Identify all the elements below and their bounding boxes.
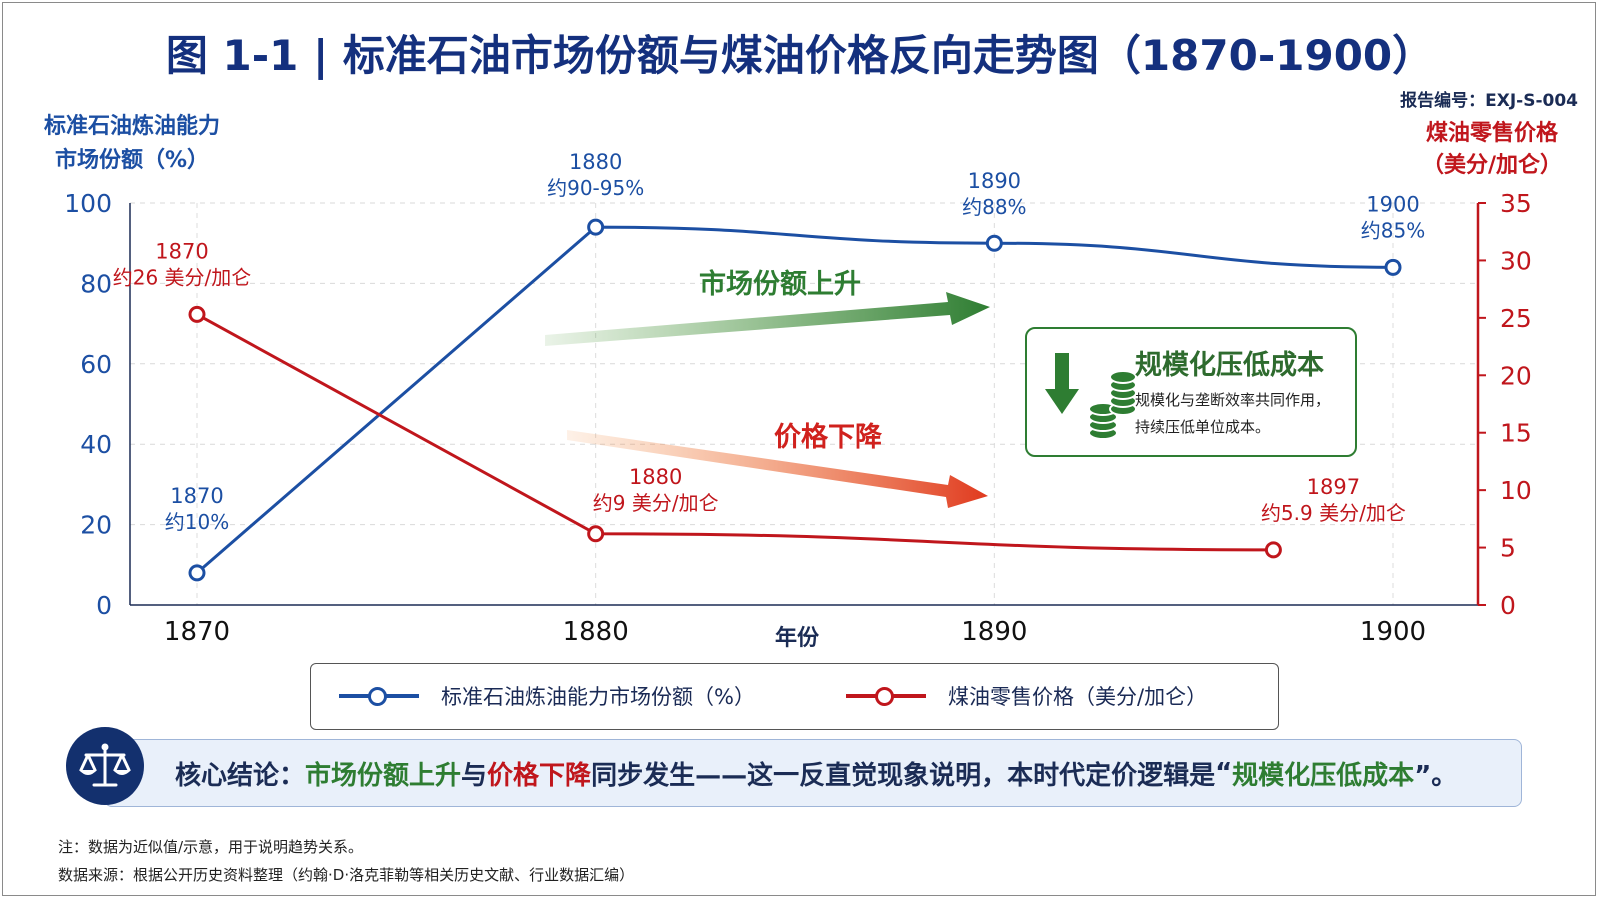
y-left-tick: 60 — [80, 350, 112, 379]
conclusion-rest: 同步发生——这一反直觉现象说明，本时代定价逻辑是 — [591, 760, 1216, 791]
note-text: 注：数据为近似值/示意，用于说明趋势关系。 — [58, 838, 364, 856]
y-right-tick: 25 — [1500, 304, 1532, 333]
share-data-label: 约88% — [962, 195, 1026, 219]
price-data-label: 约26 美分/加仑 — [113, 265, 252, 289]
y-right-label-line2: （美分/加仑） — [1421, 153, 1562, 178]
price-data-label: 1870 — [155, 239, 208, 263]
scales-icon — [79, 743, 131, 787]
callout-body: 规模化与垄断效率共同作用， 持续压低单位成本。 — [1135, 387, 1330, 441]
y-left-label-line1: 标准石油炼油能力 — [44, 114, 221, 139]
y-left-tick: 100 — [64, 189, 112, 218]
legend-item-share: 标准石油炼油能力市场份额（%） — [339, 664, 755, 728]
share-data-label: 约90-95% — [547, 176, 644, 200]
price-point — [188, 305, 206, 323]
conclusion-and: 与 — [461, 760, 488, 791]
trend-arrows: 市场份额上升 价格下降 — [545, 268, 990, 508]
data-series — [188, 218, 1402, 582]
arrow-down-coins-icon — [1045, 353, 1137, 440]
x-tick: 1890 — [961, 617, 1027, 647]
share-point — [1384, 258, 1402, 276]
y-right-tick: 0 — [1500, 591, 1516, 620]
down-trend-label: 价格下降 — [774, 422, 883, 453]
tick-labels: 0 20 40 60 80 100 1870 1880 1890 1900 0 5 10 15 20 25 30… — [64, 189, 1532, 647]
page-title: 图 1-1 | 标准石油市场份额与煤油价格反向走势图（1870-1900） — [165, 31, 1435, 80]
conclusion-text: 核心结论： 市场份额上升 与 价格下降 同步发生——这一反直觉现象说明，本时代定… — [175, 740, 1457, 806]
y-right-label-line1: 煤油零售价格 — [1425, 121, 1558, 146]
conclusion-share-up: 市场份额上升 — [305, 760, 462, 791]
conclusion-quote-close: ”。 — [1414, 760, 1458, 791]
report-id: 报告编号：EXJ-S-004 — [1400, 91, 1578, 111]
callout-title: 规模化压低成本 — [1135, 350, 1324, 381]
legend-label-price: 煤油零售价格（美分/加仑） — [948, 685, 1208, 709]
conclusion-badge — [66, 727, 144, 805]
y-right-tick: 15 — [1500, 419, 1532, 448]
y-left-label-line2: 市场份额（%） — [54, 148, 210, 173]
price-data-label: 1897 — [1307, 475, 1360, 499]
conclusion-quote: 规模化压低成本 — [1232, 760, 1415, 791]
y-left-tick: 20 — [80, 511, 112, 540]
y-left-tick: 40 — [80, 430, 112, 459]
price-point — [587, 525, 605, 543]
y-right-axis-label: 煤油零售价格 （美分/加仑） — [1422, 118, 1562, 182]
conclusion-lead: 核心结论： — [175, 760, 306, 791]
y-left-tick: 0 — [96, 591, 112, 620]
y-right-tick: 30 — [1500, 246, 1532, 275]
x-axis-label: 年份 — [775, 625, 820, 651]
y-right-tick: 20 — [1500, 361, 1532, 390]
share-data-label: 约85% — [1361, 218, 1425, 242]
price-data-label: 约5.9 美分/加仑 — [1261, 501, 1406, 525]
share-point — [188, 564, 206, 582]
conclusion-price-down: 价格下降 — [487, 760, 592, 791]
grid-lines — [130, 202, 1478, 605]
share-data-label: 约10% — [165, 510, 229, 534]
share-point — [985, 234, 1003, 252]
share-data-label: 1890 — [968, 169, 1021, 193]
scale-callout: 规模化压低成本 规模化与垄断效率共同作用， 持续压低单位成本。 — [1025, 327, 1357, 457]
price-point — [1264, 541, 1282, 559]
legend-swatch-price — [846, 685, 926, 707]
share-data-label: 1880 — [569, 150, 622, 174]
conclusion-quote-open: “ — [1215, 758, 1233, 788]
up-trend-label: 市场份额上升 — [699, 268, 861, 300]
x-tick: 1880 — [563, 617, 629, 647]
price-line — [196, 313, 1274, 552]
conclusion-box: 核心结论： 市场份额上升 与 价格下降 同步发生——这一反直觉现象说明，本时代定… — [104, 739, 1522, 807]
up-trend-arrow — [545, 292, 990, 346]
axes — [129, 202, 1486, 606]
source-text: 数据来源：根据公开历史资料整理（约翰·D·洛克菲勒等相关历史文献、行业数据汇编） — [58, 866, 635, 884]
x-tick: 1870 — [164, 617, 230, 647]
callout-line: 持续压低单位成本。 — [1135, 418, 1271, 436]
legend-item-price: 煤油零售价格（美分/加仑） — [846, 664, 1207, 728]
legend: 标准石油炼油能力市场份额（%） 煤油零售价格（美分/加仑） — [310, 663, 1279, 730]
y-right-tick: 5 — [1500, 534, 1516, 563]
price-data-label: 1880 — [629, 465, 682, 489]
legend-swatch-share — [339, 685, 419, 707]
line-chart: 0 20 40 60 80 100 1870 1880 1890 1900 0 5 10 15 20 25 30… — [64, 150, 1532, 651]
y-left-axis-label: 标准石油炼油能力 市场份额（%） — [44, 110, 220, 178]
legend-label-share: 标准石油炼油能力市场份额（%） — [441, 685, 755, 709]
share-data-label: 1900 — [1366, 192, 1419, 216]
y-left-tick: 80 — [80, 269, 112, 298]
y-right-tick: 10 — [1500, 476, 1532, 505]
y-right-tick: 35 — [1500, 189, 1532, 218]
price-data-label: 约9 美分/加仑 — [593, 491, 719, 515]
x-tick: 1900 — [1360, 617, 1426, 647]
callout-line: 规模化与垄断效率共同作用， — [1135, 391, 1331, 409]
share-point — [587, 218, 605, 236]
share-data-label: 1870 — [170, 484, 223, 508]
down-trend-arrow — [567, 430, 988, 508]
